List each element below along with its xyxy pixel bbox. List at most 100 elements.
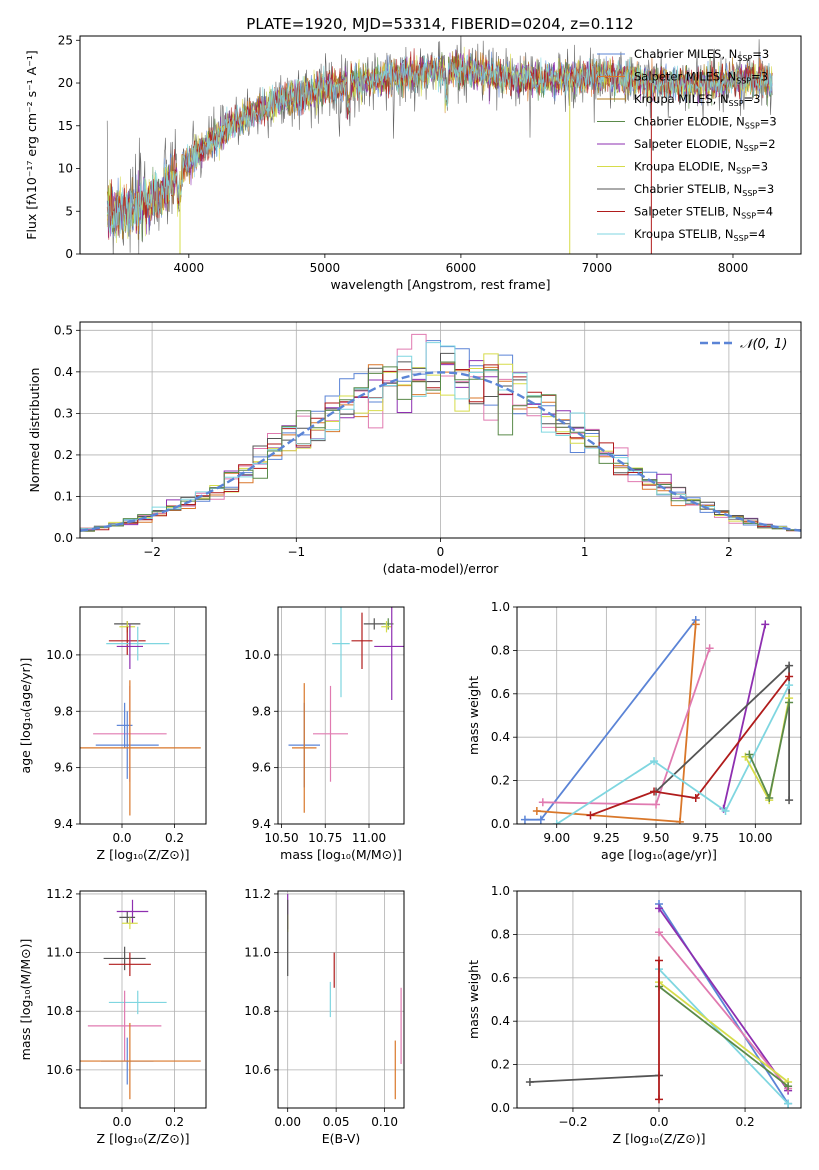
- weight-marker: [586, 811, 595, 820]
- legend-subscript: SSP: [742, 189, 757, 198]
- plot-area: [520, 616, 794, 824]
- y-tick-label: 0.4: [54, 365, 73, 379]
- legend-subscript: SSP: [745, 122, 760, 131]
- spectrum-panel: 4000 5000 6000 7000 8000 0 5 10 15 20 25 wavelength…: [24, 33, 802, 292]
- legend-subscript: SSP: [741, 212, 756, 221]
- y-tick-label: 20: [58, 76, 73, 90]
- legend-suffix: =3: [760, 115, 777, 129]
- y-tick-label: 0.4: [491, 1014, 510, 1028]
- legend-entry: Salpeter ELODIE, NSSP=2: [634, 137, 776, 153]
- weight-series-red: [590, 675, 790, 817]
- weight-marker: [785, 698, 794, 707]
- weight-marker: [655, 928, 663, 937]
- y-tick-label: 0.0: [491, 1101, 510, 1115]
- legend-subscript: SSP: [736, 167, 751, 176]
- y-tick-label: 10.0: [244, 648, 271, 662]
- legend-suffix: =3: [752, 47, 769, 61]
- weight-marker: [721, 806, 730, 815]
- weight-marker: [784, 1082, 793, 1091]
- y-tick-label: 0.0: [54, 531, 73, 545]
- weight-marker: [785, 681, 794, 690]
- x-tick-label: 9.25: [593, 831, 620, 845]
- x-tick-label: 0: [437, 545, 445, 559]
- plot-frame: [516, 890, 802, 1109]
- mass-weight-vs-metallicity-panel: −0.2 0.0 0.2 0.0 0.2 0.4 0.6 0.8 1.0 Z [log₁₀(Z/Z…: [466, 884, 802, 1146]
- residuals-histogram-panel: −2 −1 0 1 2 0.0 0.1 0.2 0.3 0.4 0.5 (data-model)/er…: [27, 321, 802, 576]
- legend-label: Kroupa MILES, N: [634, 92, 729, 106]
- y-axis-label: mass weight: [466, 960, 481, 1039]
- x-tick-label: 2: [725, 545, 733, 559]
- y-tick-label: 0.1: [54, 489, 73, 503]
- y-axis-label: age [log₁₀(age/yr)]: [18, 658, 33, 774]
- age-vs-mass-panel: 10.50 10.75 11.00 9.4 9.6 9.8 10.0 mass [log₁₀(…: [244, 606, 405, 862]
- weight-marker: [765, 793, 774, 802]
- plot-frame: [277, 606, 405, 825]
- spectrum-line-cyan: [106, 54, 773, 239]
- x-axis-label: wavelength [Angstrom, rest frame]: [330, 277, 550, 292]
- x-tick-label: 0.2: [165, 1115, 184, 1129]
- y-tick-label: 9.8: [252, 704, 271, 718]
- legend-gaussian-label: 𝒩(0, 1): [740, 337, 787, 352]
- plot-frame: [79, 35, 802, 255]
- plot-frame: [79, 321, 802, 539]
- plot-area: [525, 900, 793, 1108]
- weight-marker: [655, 1095, 663, 1104]
- legend-suffix: =3: [744, 92, 761, 106]
- weight-marker: [691, 620, 700, 629]
- x-tick-label: −2: [143, 545, 161, 559]
- legend-entry: Kroupa STELIB, NSSP=4: [634, 227, 765, 243]
- x-axis-label: mass [log₁₀(M/M⊙)]: [280, 847, 402, 862]
- y-tick-label: 9.4: [252, 817, 271, 831]
- histogram-green: [80, 361, 801, 534]
- x-tick-label: 0.0: [649, 1115, 668, 1129]
- x-tick-label: 7000: [582, 261, 613, 275]
- x-axis-label: E(B-V): [322, 1131, 361, 1146]
- x-tick-label: 0.05: [323, 1115, 350, 1129]
- x-tick-label: 0.0: [112, 1115, 131, 1129]
- x-tick-label: 0.2: [736, 1115, 755, 1129]
- y-tick-label: 10.0: [46, 648, 73, 662]
- x-tick-label: 10.00: [738, 831, 772, 845]
- y-tick-label: 10.8: [46, 1004, 73, 1018]
- weight-series-purple: [658, 907, 789, 1092]
- x-tick-label: 1: [581, 545, 589, 559]
- x-tick-label: 0.00: [274, 1115, 301, 1129]
- y-axis-label: mass weight: [466, 676, 481, 755]
- mass-vs-ebv-panel: 0.00 0.05 0.10 10.6 10.8 11.0 11.2 E(B-V): [244, 887, 405, 1146]
- y-tick-label: 11.2: [244, 887, 271, 901]
- x-tick-label: 0.10: [371, 1115, 398, 1129]
- x-tick-label: −0.2: [558, 1115, 587, 1129]
- weight-series-green: [658, 985, 789, 1088]
- weight-marker: [536, 815, 545, 824]
- plot-area: [288, 607, 404, 813]
- weight-marker: [552, 820, 561, 824]
- x-tick-label: 9.50: [643, 831, 670, 845]
- legend-subscript: SSP: [744, 144, 759, 153]
- mass-weight-vs-age-panel: 9.00 9.25 9.50 9.75 10.00 0.0 0.2 0.4 0.6 0.8 1.0 a…: [466, 600, 802, 862]
- y-tick-label: 0.0: [491, 817, 510, 831]
- weight-marker: [520, 815, 529, 824]
- y-tick-label: 25: [58, 33, 73, 47]
- legend-subscript: SSP: [737, 54, 752, 63]
- legend-suffix: =3: [757, 182, 774, 196]
- y-tick-label: 0.8: [491, 643, 510, 657]
- y-tick-label: 0.3: [54, 406, 73, 420]
- legend-entry: Chabrier STELIB, NSSP=3: [634, 182, 774, 198]
- x-axis-label: Z [log₁₀(Z/Z⊙)]: [97, 847, 190, 862]
- age-vs-metallicity-panel: 0.0 0.2 9.4 9.6 9.8 10.0 Z [log₁₀(Z/Z⊙)] age [l…: [18, 606, 207, 862]
- y-tick-label: 0.2: [491, 774, 510, 788]
- legend-entry: Chabrier MILES, NSSP=3: [634, 47, 769, 63]
- weight-marker: [784, 1099, 793, 1108]
- y-tick-label: 1.0: [491, 884, 510, 898]
- plot-frame: [277, 890, 405, 1109]
- weight-marker: [691, 793, 700, 802]
- weight-series-pink: [658, 931, 789, 1090]
- weight-marker: [675, 817, 684, 824]
- x-axis-label: Z [log₁₀(Z/Z⊙)]: [97, 1131, 190, 1146]
- weight-marker: [532, 806, 541, 815]
- legend-label: Kroupa STELIB, N: [634, 227, 734, 241]
- weight-marker: [761, 620, 770, 629]
- y-axis-label: Normed distribution: [27, 368, 42, 493]
- plot-area: [287, 893, 402, 1100]
- weight-marker: [650, 757, 659, 766]
